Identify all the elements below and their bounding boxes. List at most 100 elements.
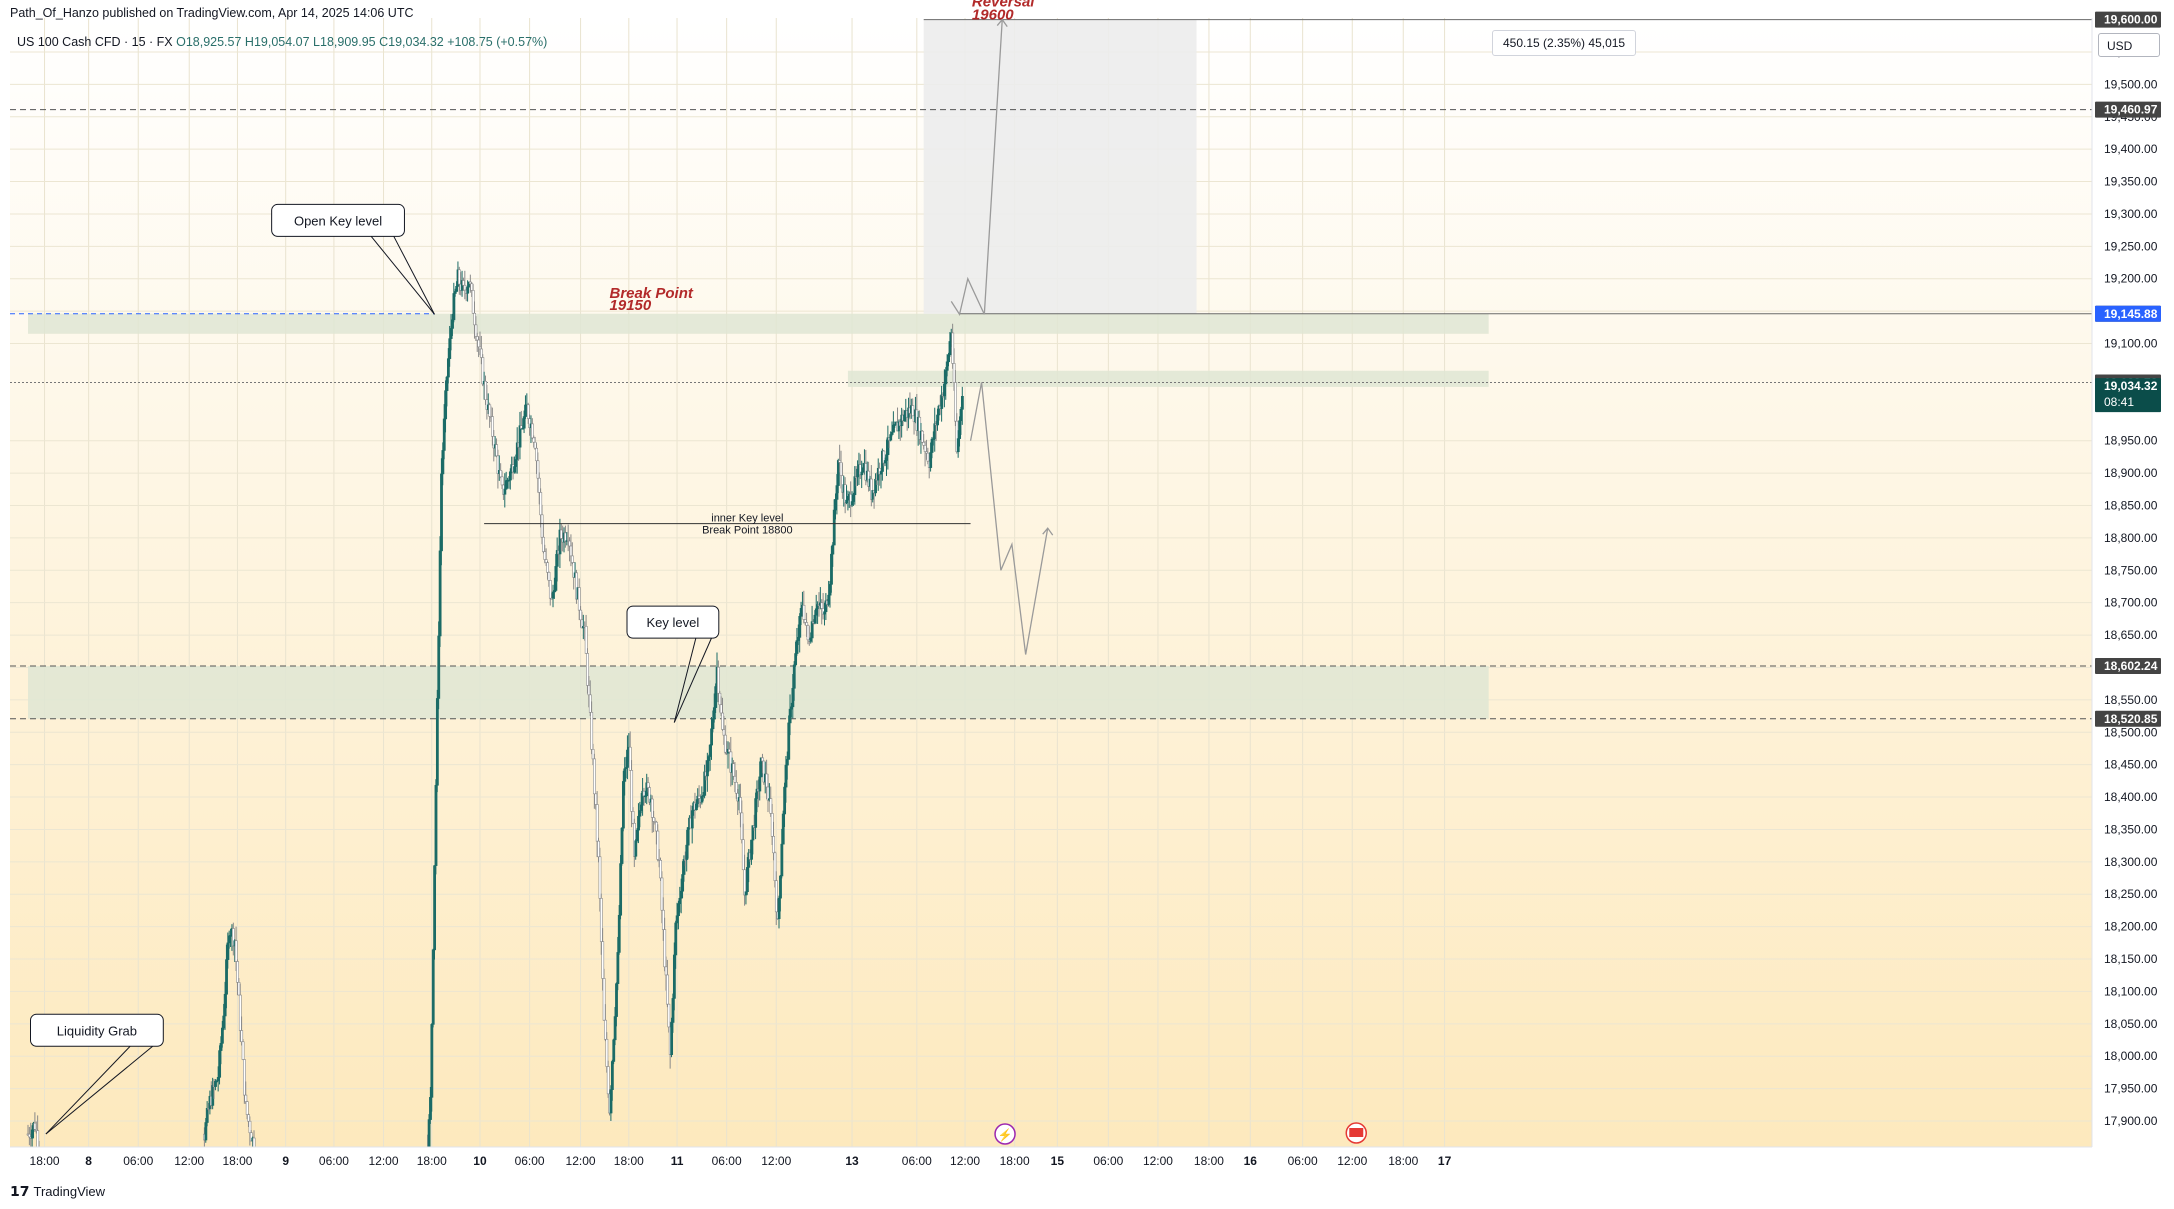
candle-body xyxy=(711,718,715,730)
candle-body xyxy=(591,749,595,760)
candle-body xyxy=(635,829,639,842)
time-tick-label: 18:00 xyxy=(614,1154,644,1168)
price-axis xyxy=(2092,0,2174,1147)
currency-selector[interactable]: USD xyxy=(2098,33,2160,57)
candle-body xyxy=(798,616,802,638)
candle-body xyxy=(634,840,638,857)
price-label-badge xyxy=(2095,11,2161,28)
time-tick-label: 18:00 xyxy=(1388,1154,1418,1168)
candle-body xyxy=(480,348,483,358)
candle-body xyxy=(695,803,698,811)
candle-body xyxy=(639,804,643,811)
candle-body xyxy=(219,1043,223,1051)
candle-body xyxy=(595,804,599,842)
candle-body xyxy=(238,994,242,1031)
time-tick-label: 06:00 xyxy=(319,1154,349,1168)
candle-body xyxy=(601,941,605,979)
candle-body xyxy=(444,390,448,420)
callout-pointer xyxy=(393,236,435,315)
price-tick-label: 19,400.00 xyxy=(2104,142,2158,156)
candle-body xyxy=(682,859,686,875)
candle-body xyxy=(956,438,960,453)
candle-body xyxy=(677,903,680,917)
price-tick-label: 18,750.00 xyxy=(2104,563,2158,577)
candle-body xyxy=(499,470,503,478)
candle-body xyxy=(948,341,952,356)
callout-label: Liquidity Grab xyxy=(57,1023,137,1038)
candle-body xyxy=(223,993,227,1017)
candle-body xyxy=(780,843,784,877)
price-label-badge xyxy=(2095,101,2161,118)
price-label-badge xyxy=(2095,710,2161,727)
candle-body xyxy=(740,812,744,840)
candle-body xyxy=(453,291,457,294)
candle-body xyxy=(248,1120,252,1134)
candle-body xyxy=(722,729,726,736)
candle-body xyxy=(470,283,474,291)
candle-body xyxy=(559,529,563,539)
candle-body xyxy=(790,706,793,710)
candle-body xyxy=(642,790,646,797)
candle-body xyxy=(853,476,857,496)
price-tick-label: 18,500.00 xyxy=(2104,725,2158,739)
time-tick-label: 18:00 xyxy=(30,1154,60,1168)
candle-body xyxy=(806,625,810,641)
candle-body xyxy=(638,810,642,817)
candle-body xyxy=(631,811,635,824)
price-label-text: 19,460.97 xyxy=(2104,103,2158,117)
candle-body xyxy=(813,614,817,624)
candle-body xyxy=(588,694,592,713)
candle-body xyxy=(697,795,701,799)
lightning-event-glyph: ⚡ xyxy=(998,1128,1013,1142)
candle-body xyxy=(885,454,888,461)
candle-body xyxy=(448,338,452,359)
candle-body xyxy=(237,982,241,996)
price-tick-label: 18,700.00 xyxy=(2104,596,2158,610)
candle-body xyxy=(799,608,803,617)
candle-body xyxy=(452,293,456,321)
candle-body xyxy=(449,328,453,339)
candle-body xyxy=(610,1061,614,1090)
candle-body xyxy=(958,420,962,439)
close-value: C19,034.32 xyxy=(379,35,444,49)
candle-body xyxy=(856,468,860,478)
symbol-label[interactable]: US 100 Cash CFD · 15 · FX xyxy=(17,35,173,49)
candle-body xyxy=(830,553,833,585)
candle-body xyxy=(943,383,946,397)
callout-pointer xyxy=(370,236,435,315)
price-tick-label: 19,100.00 xyxy=(2104,337,2158,351)
candle-body xyxy=(621,781,625,829)
price-tick-label: 18,050.00 xyxy=(2104,1017,2158,1031)
candle-body xyxy=(471,290,475,314)
candle-body xyxy=(836,460,840,486)
candle-body xyxy=(30,1129,34,1139)
candle-body xyxy=(514,459,518,467)
candle-body xyxy=(546,562,550,573)
candle-body xyxy=(835,485,839,500)
candle-body xyxy=(892,424,895,433)
candle-body xyxy=(954,382,957,422)
candle-body xyxy=(637,815,640,831)
price-tick-label: 19,300.00 xyxy=(2104,207,2158,221)
candle-body xyxy=(741,839,745,871)
candle-body xyxy=(774,880,778,913)
candle-body xyxy=(522,416,526,429)
time-axis xyxy=(0,1147,2174,1209)
candle-body xyxy=(714,686,718,708)
candle-body xyxy=(930,438,934,453)
candle-body xyxy=(706,760,709,777)
price-tick-label: 18,350.00 xyxy=(2104,822,2158,836)
tradingview-logo-icon: 𝟭𝟳 xyxy=(10,1183,30,1199)
footer-branding[interactable]: 𝟭𝟳 TradingView xyxy=(10,1183,105,1200)
candle-body xyxy=(802,604,806,620)
candle-body xyxy=(495,444,499,457)
candle-body xyxy=(926,452,930,462)
candle-body xyxy=(883,460,887,464)
candle-body xyxy=(679,890,683,899)
callout-pointer xyxy=(673,637,697,723)
candle-body xyxy=(606,1066,610,1095)
candle-body xyxy=(628,746,632,771)
candle-body xyxy=(785,759,789,766)
candle-body xyxy=(430,1024,434,1098)
